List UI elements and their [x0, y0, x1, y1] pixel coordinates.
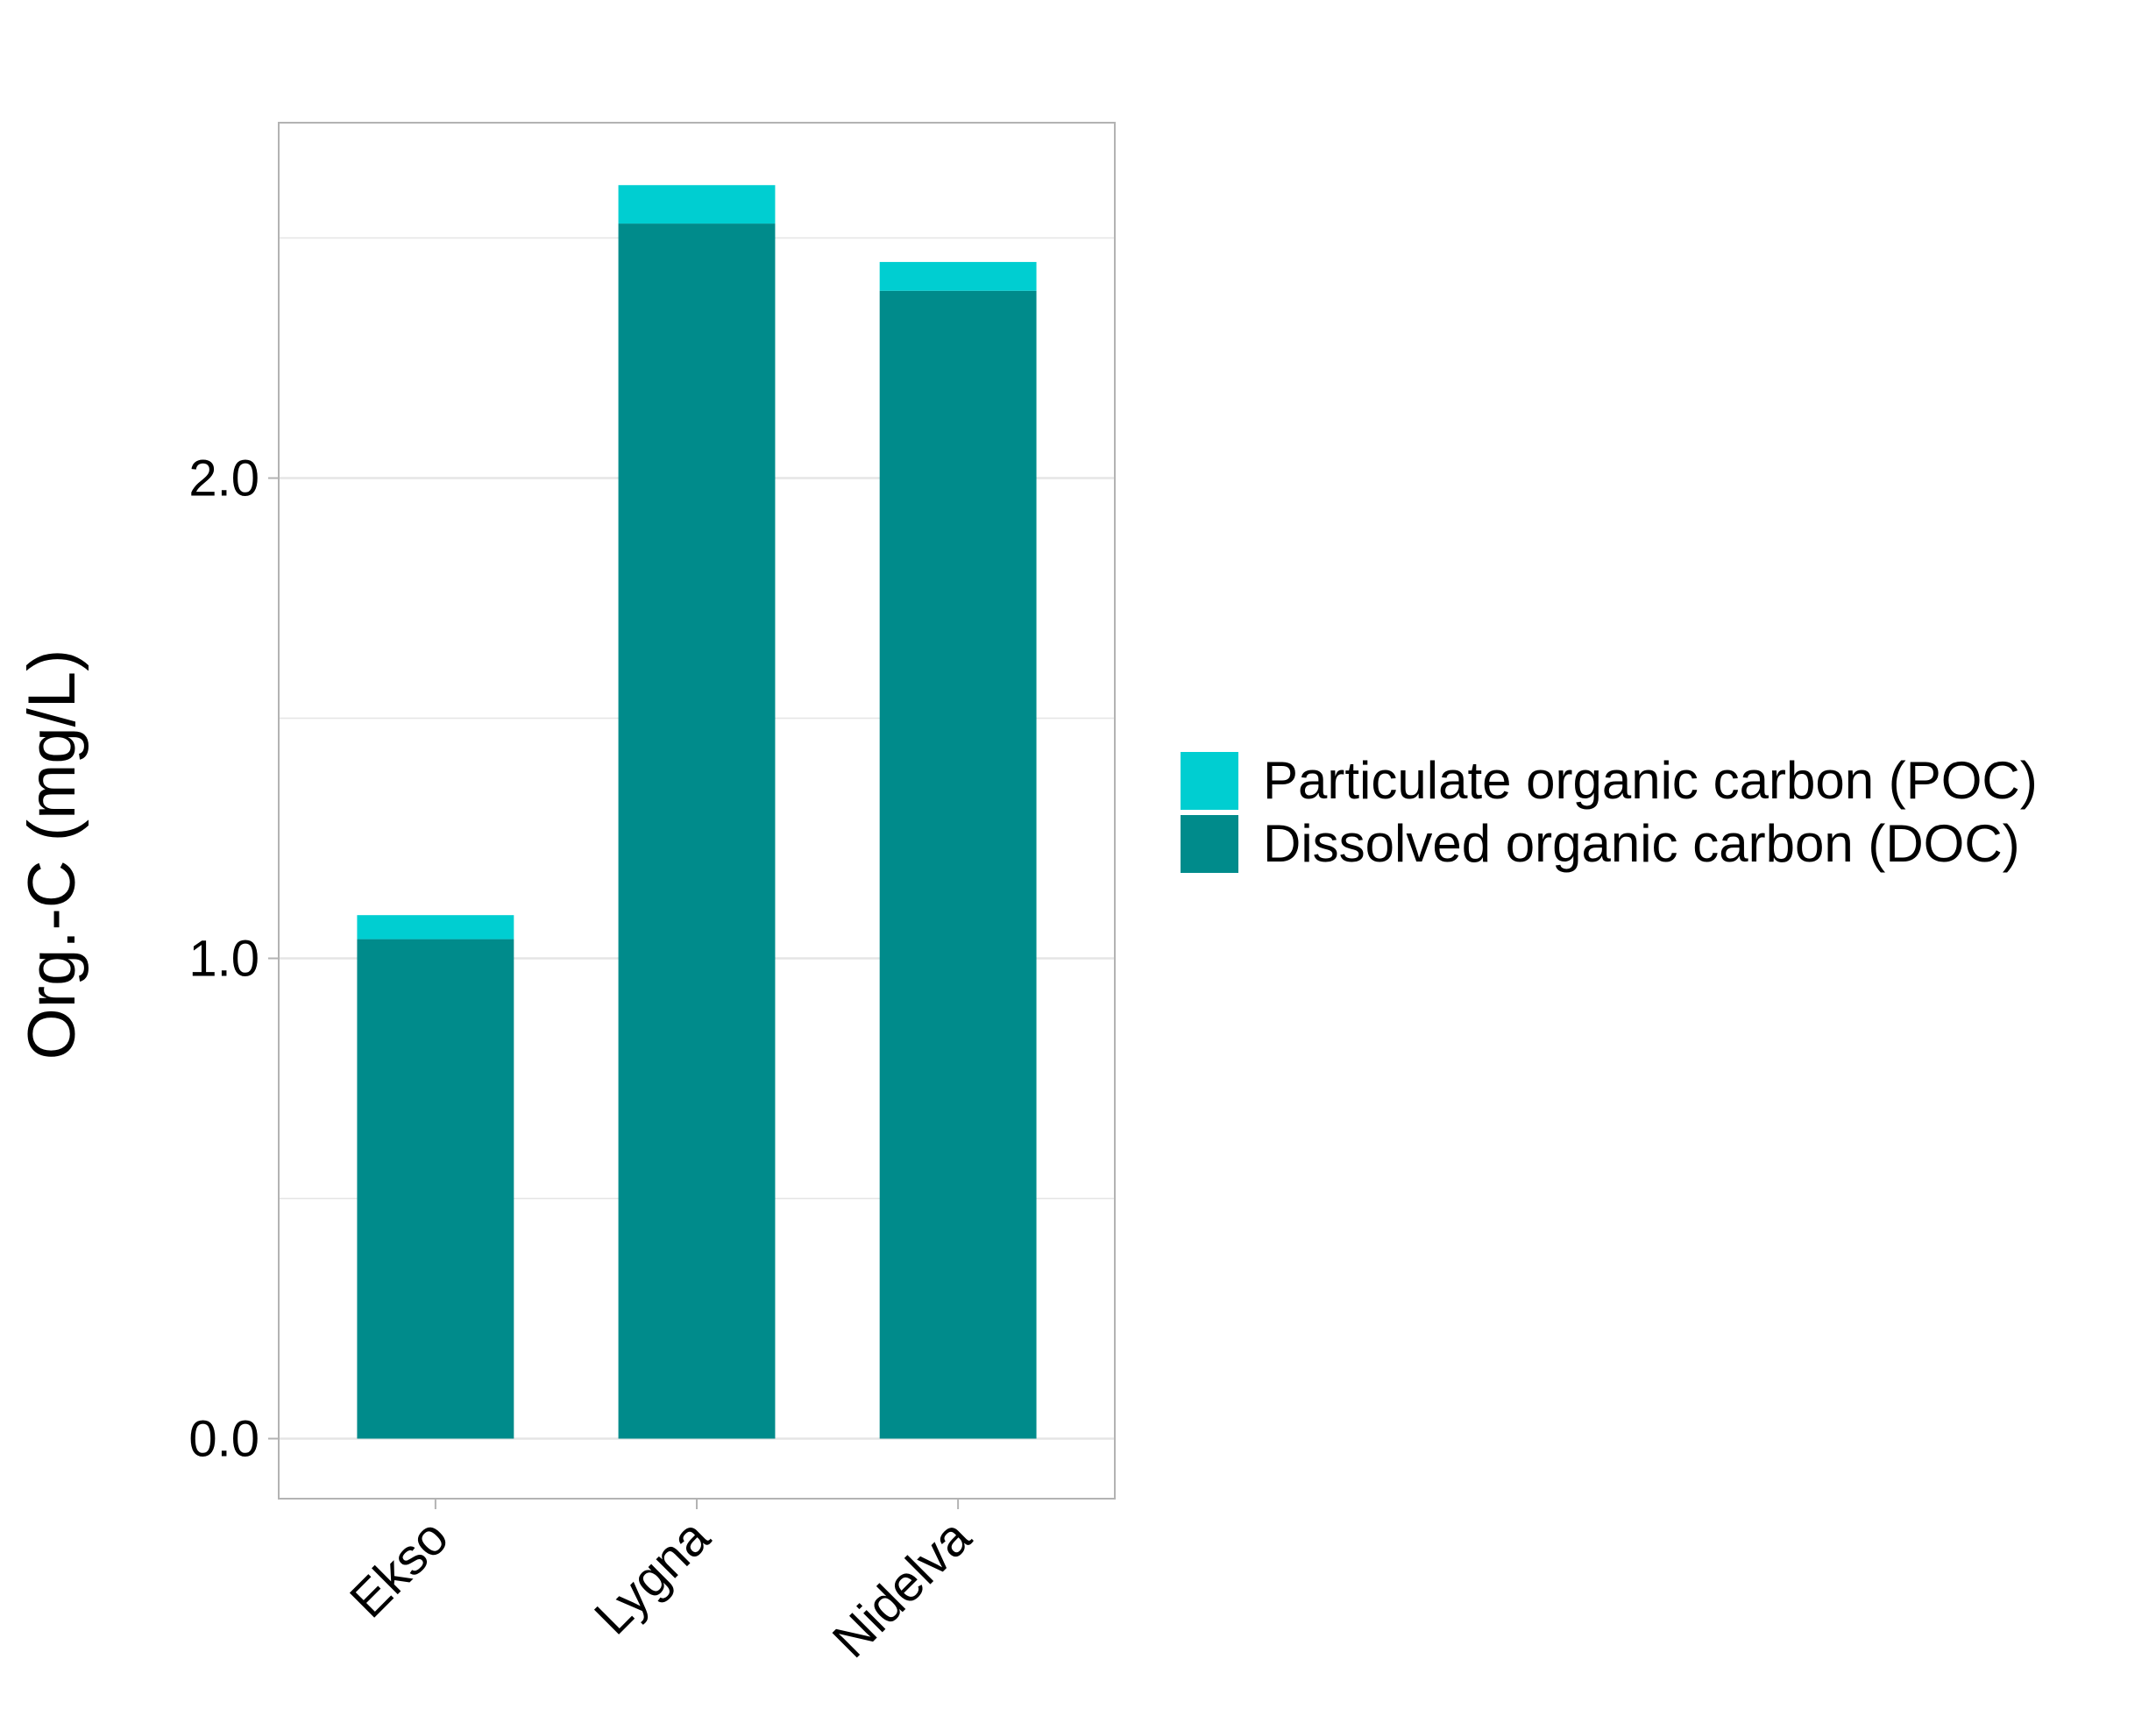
legend-label-doc: Dissolved organic carbon (DOC) [1263, 814, 2020, 873]
legend-label-poc: Particulate organic carbon (POC) [1263, 751, 2038, 810]
bar-doc-nidelva [879, 290, 1037, 1439]
y-tick-label-2: 2.0 [188, 450, 259, 507]
legend: Particulate organic carbon (POC)Dissolve… [1181, 751, 2038, 873]
bar-doc-lygna [618, 223, 776, 1439]
y-axis: 0.0 1.0 2.0 [188, 450, 279, 1468]
bar-poc-nidelva [879, 261, 1037, 291]
bar-doc-ekso [357, 939, 514, 1439]
legend-key-poc [1181, 752, 1238, 810]
bar-poc-ekso [357, 915, 514, 940]
legend-key-doc [1181, 815, 1238, 873]
y-tick-label-0: 0.0 [188, 1411, 259, 1468]
y-tick-label-1: 1.0 [188, 931, 259, 988]
bar-poc-lygna [618, 185, 776, 224]
bars [357, 185, 1037, 1439]
y-axis-title: Org.-C (mg/L) [15, 649, 89, 1060]
